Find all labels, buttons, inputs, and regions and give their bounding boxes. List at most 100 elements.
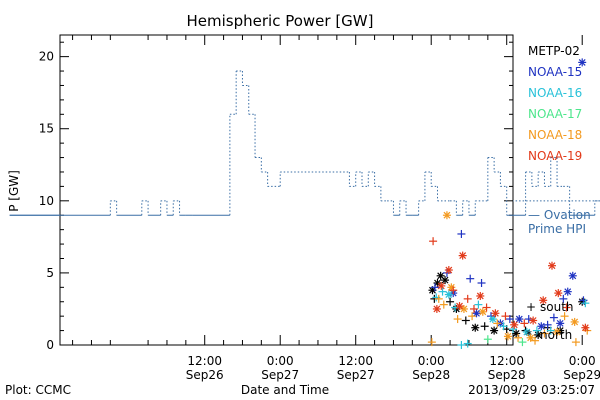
- data-point: [581, 299, 590, 308]
- data-point: [548, 261, 557, 270]
- plot-area-frame: [59, 34, 514, 346]
- data-point: [559, 294, 568, 303]
- data-point: [501, 312, 510, 321]
- data-point: [531, 336, 540, 345]
- marker-stroke: [529, 317, 537, 324]
- marker-stroke: [564, 288, 572, 296]
- data-point: [469, 304, 478, 313]
- marker-stroke: [537, 322, 545, 330]
- marker-stroke: [437, 282, 445, 290]
- marker-stroke: [553, 328, 561, 336]
- data-point: [493, 319, 502, 328]
- data-point: [556, 319, 565, 328]
- x-tick-time-label: 12:00: [338, 354, 373, 368]
- marker-stroke: [504, 332, 512, 340]
- data-point: [514, 333, 523, 342]
- data-point: [546, 326, 555, 335]
- marker-stroke: [510, 321, 518, 329]
- data-point: [534, 330, 543, 339]
- data-point: [482, 303, 491, 312]
- x-tick-date-label: Sep28: [488, 368, 526, 382]
- data-point: [455, 302, 464, 311]
- y-tick-label: 20: [39, 50, 54, 64]
- symbol-legend-label: north: [540, 328, 572, 342]
- marker-stroke: [447, 283, 455, 291]
- series-legend: METP-02 NOAA-15 NOAA-16 NOAA-17 NOAA-18 NOAA-…: [528, 44, 582, 163]
- data-point: [518, 338, 527, 347]
- symbol-legend-marker: +: [526, 300, 536, 314]
- data-point: [480, 322, 489, 331]
- legend-entry: NOAA-15: [528, 65, 582, 79]
- data-point: [476, 291, 485, 300]
- marker-stroke: [581, 324, 589, 332]
- data-point: [468, 312, 477, 321]
- marker-stroke: [554, 289, 562, 297]
- marker-stroke: [512, 330, 520, 337]
- marker-stroke: [548, 262, 556, 270]
- data-point: [438, 287, 447, 296]
- data-point: [439, 300, 448, 309]
- plot-credit: Plot: CCMC: [5, 383, 71, 397]
- data-point: [477, 279, 486, 287]
- marker-stroke: [534, 331, 542, 339]
- data-point: [510, 320, 519, 329]
- data-point: [563, 287, 572, 296]
- x-tick-time-label: 0:00: [267, 354, 294, 368]
- data-point: [453, 315, 462, 324]
- marker-stroke: [459, 252, 467, 260]
- data-point: [478, 307, 487, 316]
- data-point: [449, 286, 458, 295]
- symbol-legend: + south * north: [526, 300, 574, 342]
- legend-entry: NOAA-19: [528, 149, 582, 163]
- y-tick-label: 0: [46, 338, 54, 352]
- y-tick-label: 5: [46, 266, 54, 280]
- plot-timestamp: 2013/09/29 03:25:07: [468, 383, 595, 397]
- data-point: [571, 338, 580, 347]
- data-point: [441, 276, 450, 285]
- y-tick-label: 15: [39, 122, 54, 136]
- data-point: [444, 266, 453, 275]
- data-point: [537, 322, 546, 331]
- marker-stroke: [441, 276, 449, 284]
- x-tick-date-label: Sep26: [186, 368, 224, 382]
- ovation-legend-line2: Prime HPI: [528, 222, 586, 236]
- data-point: [444, 290, 453, 299]
- marker-stroke: [471, 324, 479, 332]
- data-point: [539, 296, 548, 305]
- data-point: [549, 313, 558, 322]
- data-point: [474, 300, 483, 309]
- chart-title: Hemispheric Power [GW]: [187, 12, 374, 30]
- x-tick-date-label: Sep29: [563, 368, 600, 382]
- x-tick-date-label: Sep27: [261, 368, 299, 382]
- data-point: [581, 323, 590, 332]
- symbol-legend-marker: *: [526, 328, 532, 342]
- legend-entry: METP-02: [528, 44, 580, 58]
- data-point: [490, 326, 499, 335]
- marker-stroke: [515, 315, 523, 323]
- data-point: [491, 309, 500, 318]
- data-point: [459, 304, 468, 313]
- data-point: [529, 316, 538, 325]
- data-point: [570, 317, 579, 326]
- data-point: [434, 294, 443, 303]
- legend-entry: NOAA-17: [528, 107, 582, 121]
- x-tick-time-label: 12:00: [489, 354, 524, 368]
- symbol-legend-label: south: [540, 300, 574, 314]
- marker-stroke: [476, 292, 484, 300]
- marker-stroke: [556, 319, 564, 327]
- data-point: [515, 315, 524, 324]
- x-axis-label: Date and Time: [241, 383, 329, 397]
- data-point: [540, 329, 549, 338]
- marker-stroke: [527, 334, 535, 342]
- data-point: [442, 211, 451, 220]
- marker-stroke: [578, 58, 586, 66]
- data-point: [429, 237, 438, 246]
- legend-entry: NOAA-16: [528, 86, 582, 100]
- data-point: [526, 333, 535, 342]
- data-point: [505, 315, 514, 324]
- marker-stroke: [445, 291, 453, 298]
- data-point: [430, 283, 439, 292]
- marker-stroke: [571, 318, 579, 326]
- data-point: [554, 289, 563, 298]
